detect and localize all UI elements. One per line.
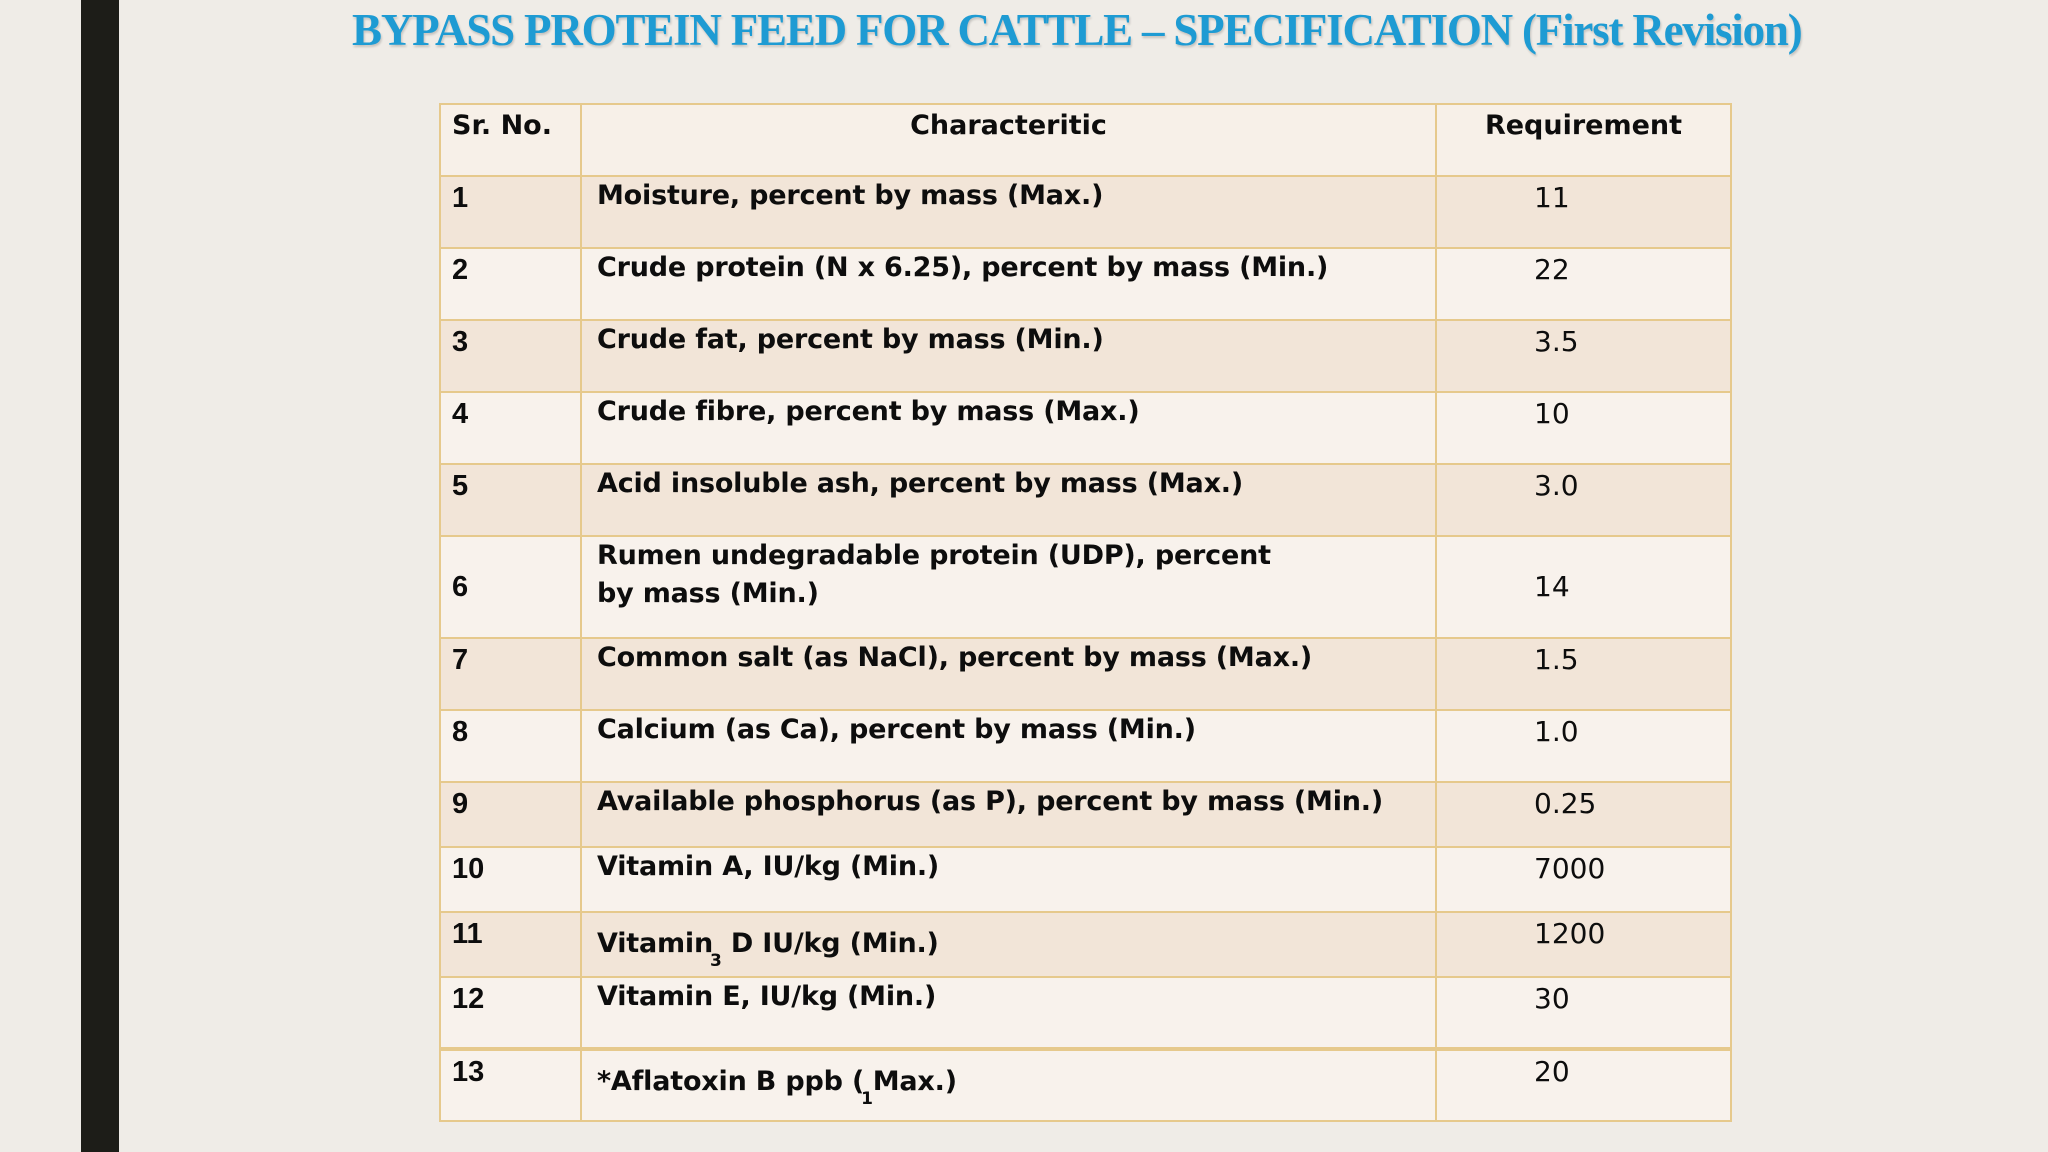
characteristic-text: Max.) <box>872 1066 957 1097</box>
table-row: 10 Vitamin A, IU/kg (Min.) 7000 <box>439 846 1732 913</box>
row-requirement: 10 <box>1435 391 1732 465</box>
row-characteristic: Vitamin3 D IU/kg (Min.) <box>580 911 1437 978</box>
row-requirement: 7000 <box>1435 846 1732 913</box>
row-sr-no: 3 <box>439 319 582 393</box>
row-requirement: 14 <box>1435 535 1732 639</box>
row-sr-no: 13 <box>439 1047 582 1122</box>
table-row: 4 Crude fibre, percent by mass (Max.) 10 <box>439 391 1732 465</box>
characteristic-subscript: 1 <box>861 1089 873 1109</box>
row-sr-no: 2 <box>439 247 582 321</box>
row-sr-no: 11 <box>439 911 582 978</box>
table-row: 3 Crude fat, percent by mass (Min.) 3.5 <box>439 319 1732 393</box>
row-characteristic: Available phosphorus (as P), percent by … <box>580 781 1437 848</box>
characteristic-line-1: Rumen undegradable protein (UDP), percen… <box>597 540 1271 571</box>
characteristic-subscript: 3 <box>710 951 722 971</box>
row-characteristic: Vitamin E, IU/kg (Min.) <box>580 976 1437 1050</box>
characteristic-text: Vitamin <box>597 928 714 959</box>
table-row: 8 Calcium (as Ca), percent by mass (Min.… <box>439 709 1732 783</box>
row-sr-no: 8 <box>439 709 582 783</box>
row-sr-no: 7 <box>439 637 582 711</box>
characteristic-text: D IU/kg (Min.) <box>721 928 939 959</box>
table-row: 9 Available phosphorus (as P), percent b… <box>439 781 1732 848</box>
row-requirement: 30 <box>1435 976 1732 1050</box>
row-characteristic: Acid insoluble ash, percent by mass (Max… <box>580 463 1437 537</box>
row-characteristic: Crude protein (N x 6.25), percent by mas… <box>580 247 1437 321</box>
row-sr-no: 4 <box>439 391 582 465</box>
row-requirement: 1.0 <box>1435 709 1732 783</box>
table-row: 7 Common salt (as NaCl), percent by mass… <box>439 637 1732 711</box>
table-row: 13 *Aflatoxin B ppb (1Max.) 20 <box>439 1047 1732 1122</box>
row-characteristic: Calcium (as Ca), percent by mass (Min.) <box>580 709 1437 783</box>
row-characteristic: Crude fat, percent by mass (Min.) <box>580 319 1437 393</box>
row-requirement: 3.0 <box>1435 463 1732 537</box>
table-row: 2 Crude protein (N x 6.25), percent by m… <box>439 247 1732 321</box>
header-requirement: Requirement <box>1435 103 1732 177</box>
row-requirement: 0.25 <box>1435 781 1732 848</box>
table-header-row: Sr. No. Characteritic Requirement <box>439 103 1732 177</box>
row-characteristic: Common salt (as NaCl), percent by mass (… <box>580 637 1437 711</box>
row-requirement: 22 <box>1435 247 1732 321</box>
table-row: 1 Moisture, percent by mass (Max.) 11 <box>439 175 1732 249</box>
header-sr-no: Sr. No. <box>439 103 582 177</box>
row-sr-no: 9 <box>439 781 582 848</box>
row-characteristic: Rumen undegradable protein (UDP), percen… <box>580 535 1437 639</box>
slide-title: BYPASS PROTEIN FEED FOR CATTLE – SPECIFI… <box>352 5 1803 55</box>
row-requirement: 1200 <box>1435 911 1732 978</box>
side-accent-bar <box>81 0 119 1152</box>
table-row: 5 Acid insoluble ash, percent by mass (M… <box>439 463 1732 537</box>
row-requirement: 20 <box>1435 1047 1732 1122</box>
row-characteristic: Crude fibre, percent by mass (Max.) <box>580 391 1437 465</box>
row-requirement: 11 <box>1435 175 1732 249</box>
specification-table: Sr. No. Characteritic Requirement 1 Mois… <box>439 103 1732 1122</box>
row-requirement: 1.5 <box>1435 637 1732 711</box>
row-sr-no: 6 <box>439 535 582 639</box>
row-characteristic: Vitamin A, IU/kg (Min.) <box>580 846 1437 913</box>
table-row: 11 Vitamin3 D IU/kg (Min.) 1200 <box>439 911 1732 978</box>
row-sr-no: 12 <box>439 976 582 1050</box>
row-characteristic: *Aflatoxin B ppb (1Max.) <box>580 1047 1437 1122</box>
characteristic-text: *Aflatoxin B ppb ( <box>597 1066 865 1097</box>
table-row: 6 Rumen undegradable protein (UDP), perc… <box>439 535 1732 639</box>
table-row: 12 Vitamin E, IU/kg (Min.) 30 <box>439 976 1732 1050</box>
row-characteristic: Moisture, percent by mass (Max.) <box>580 175 1437 249</box>
row-sr-no: 1 <box>439 175 582 249</box>
row-sr-no: 10 <box>439 846 582 913</box>
characteristic-line-2: by mass (Min.) <box>597 578 819 609</box>
row-requirement: 3.5 <box>1435 319 1732 393</box>
row-sr-no: 5 <box>439 463 582 537</box>
header-characteristic: Characteritic <box>580 103 1437 177</box>
